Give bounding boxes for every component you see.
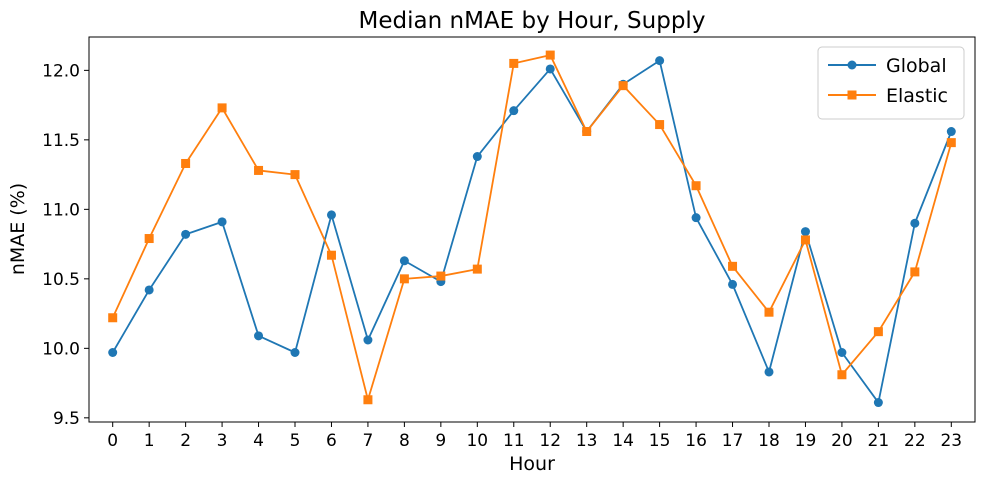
plot-frame <box>88 36 976 423</box>
x-tick-label: 1 <box>144 431 155 451</box>
x-tick-label: 7 <box>363 431 374 451</box>
y-tick-label: 12.0 <box>42 61 80 81</box>
legend-elastic-label: Elastic <box>886 85 948 107</box>
data-point-global <box>873 398 883 408</box>
data-point-global <box>728 279 738 289</box>
data-point-elastic <box>399 274 409 284</box>
x-tick-label: 5 <box>290 431 301 451</box>
data-point-global <box>217 217 227 227</box>
data-point-elastic <box>764 307 774 317</box>
data-point-elastic <box>290 170 300 180</box>
x-tick-label: 9 <box>435 431 446 451</box>
data-point-elastic <box>363 395 373 405</box>
x-tick-label: 21 <box>868 431 890 451</box>
data-point-elastic <box>946 138 956 148</box>
y-tick-label: 9.5 <box>53 409 80 429</box>
data-point-global <box>509 106 519 116</box>
data-point-elastic <box>873 327 883 337</box>
x-tick-label: 19 <box>795 431 817 451</box>
chart-title: Median nMAE by Hour, Supply <box>359 8 706 34</box>
data-point-global <box>144 285 154 295</box>
x-tick-label: 18 <box>758 431 780 451</box>
data-point-elastic <box>618 81 628 91</box>
x-tick-label: 16 <box>685 431 707 451</box>
data-point-elastic <box>144 234 154 244</box>
data-point-global <box>545 64 555 74</box>
data-point-global <box>946 127 956 137</box>
data-point-global <box>181 229 191 239</box>
x-tick-label: 17 <box>722 431 744 451</box>
y-tick-label: 10.0 <box>42 339 80 359</box>
x-tick-label: 20 <box>831 431 853 451</box>
data-point-elastic <box>910 267 920 277</box>
data-point-elastic <box>217 103 227 113</box>
data-point-elastic <box>728 261 738 271</box>
y-tick-label: 11.5 <box>42 131 80 151</box>
data-point-global <box>326 210 336 220</box>
data-point-elastic <box>436 271 446 281</box>
data-point-global <box>837 348 847 358</box>
data-point-elastic <box>655 120 665 130</box>
x-tick-label: 11 <box>503 431 525 451</box>
data-point-global <box>254 331 264 341</box>
data-point-elastic <box>181 158 191 168</box>
x-tick-label: 0 <box>107 431 118 451</box>
data-point-global <box>800 227 810 237</box>
y-axis-title: nMAE (%) <box>7 183 29 275</box>
legend: Global Elastic <box>817 46 965 120</box>
series-global-line <box>111 59 953 404</box>
x-tick-label: 4 <box>253 431 264 451</box>
data-point-global <box>399 256 409 266</box>
x-tick-label: 23 <box>940 431 962 451</box>
x-tick-label: 10 <box>466 431 488 451</box>
data-point-global <box>764 367 774 377</box>
data-point-elastic <box>472 264 482 274</box>
legend-global-marker <box>847 60 857 70</box>
x-tick-label: 2 <box>180 431 191 451</box>
y-tick-label: 11.0 <box>42 200 80 220</box>
data-point-global <box>108 348 118 358</box>
data-point-global <box>655 56 665 66</box>
legend-elastic-marker <box>847 90 857 100</box>
data-point-elastic <box>800 235 810 245</box>
x-tick-label: 3 <box>217 431 228 451</box>
data-point-elastic <box>691 181 701 191</box>
y-tick-label: 10.5 <box>42 270 80 290</box>
x-tick-label: 12 <box>539 431 561 451</box>
data-point-global <box>691 213 701 223</box>
data-point-global <box>363 335 373 345</box>
data-point-elastic <box>837 370 847 380</box>
x-tick-label: 22 <box>904 431 926 451</box>
data-point-elastic <box>326 250 336 260</box>
x-tick-label: 13 <box>576 431 598 451</box>
series-elastic-line <box>111 54 953 401</box>
x-tick-label: 15 <box>649 431 671 451</box>
data-point-global <box>290 348 300 358</box>
data-point-global <box>910 218 920 228</box>
data-point-elastic <box>582 127 592 137</box>
data-point-global <box>472 152 482 162</box>
plot-area: 0 1 2 3 4 5 6 7 8 9 10 11 12 13 14 15 16 17 18 19 20 21 22 239.… <box>42 50 962 451</box>
x-tick-label: 6 <box>326 431 337 451</box>
data-point-elastic <box>509 58 519 68</box>
legend-global-label: Global <box>886 55 947 77</box>
x-tick-label: 14 <box>612 431 634 451</box>
data-point-elastic <box>108 313 118 323</box>
x-axis-title: Hour <box>509 453 555 475</box>
data-point-elastic <box>254 165 264 175</box>
x-tick-label: 8 <box>399 431 410 451</box>
data-point-elastic <box>545 50 555 60</box>
